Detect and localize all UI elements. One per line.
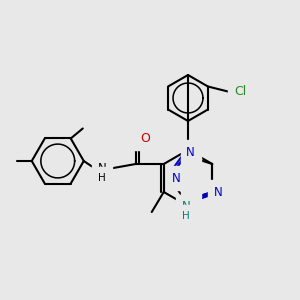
Text: N: N bbox=[182, 200, 190, 214]
Text: Cl: Cl bbox=[234, 85, 246, 98]
Text: N: N bbox=[186, 197, 195, 210]
Text: N: N bbox=[186, 146, 195, 159]
Text: N: N bbox=[214, 185, 223, 199]
Text: H: H bbox=[182, 211, 190, 221]
Text: O: O bbox=[140, 131, 150, 145]
Text: H: H bbox=[98, 173, 106, 183]
Text: N: N bbox=[172, 172, 181, 184]
Text: N: N bbox=[98, 161, 106, 175]
